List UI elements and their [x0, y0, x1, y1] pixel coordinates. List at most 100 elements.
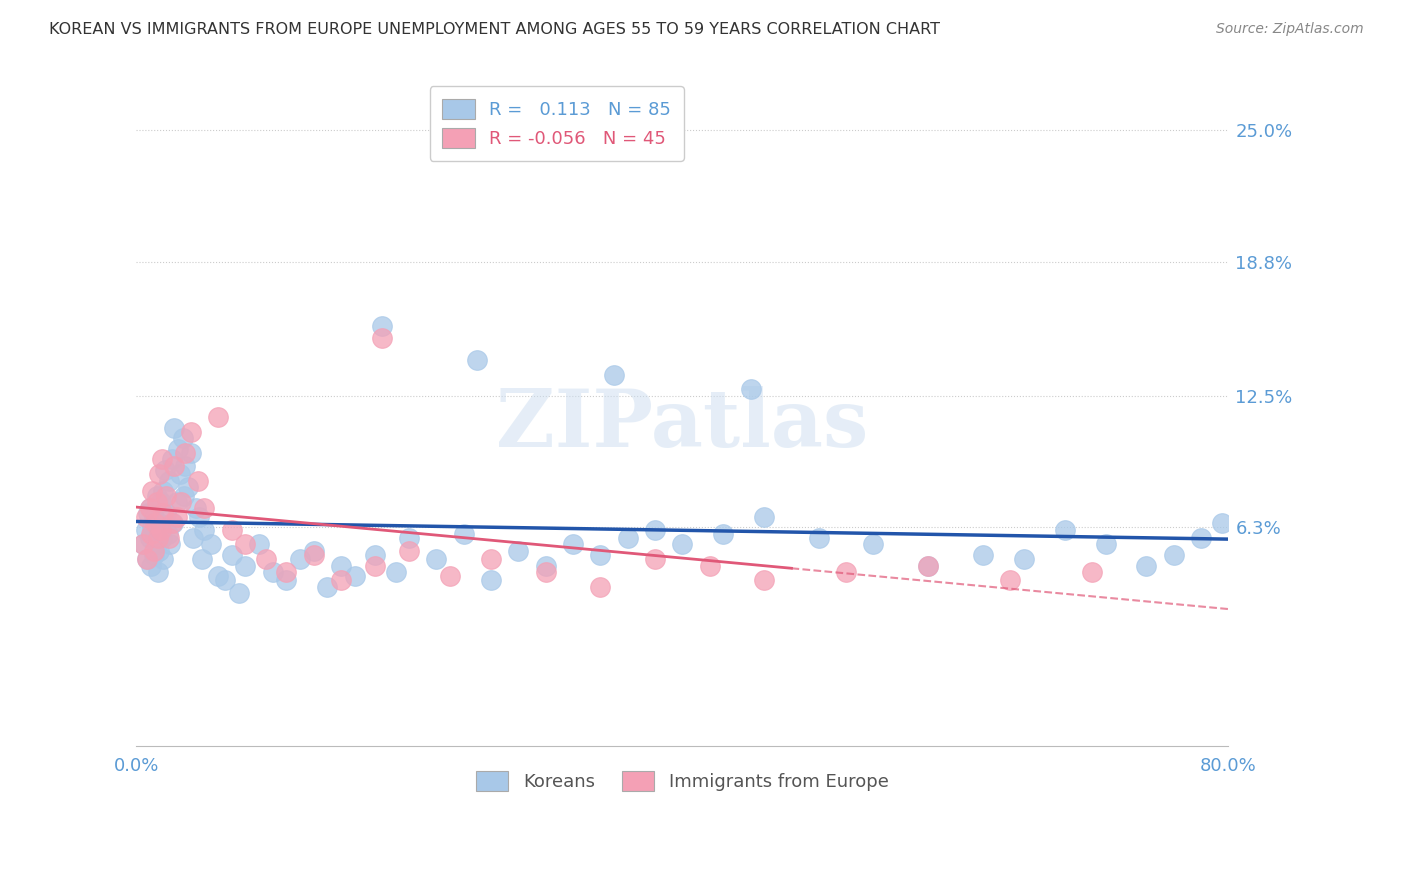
Point — [143, 516, 166, 530]
Point — [589, 580, 612, 594]
Point — [453, 526, 475, 541]
Point — [143, 526, 166, 541]
Point — [371, 318, 394, 333]
Point — [671, 537, 693, 551]
Point — [152, 506, 174, 520]
Point — [534, 558, 557, 573]
Point — [276, 574, 298, 588]
Point — [155, 489, 177, 503]
Point — [233, 537, 256, 551]
Point — [479, 574, 502, 588]
Point — [616, 531, 638, 545]
Point — [364, 548, 387, 562]
Point — [170, 495, 193, 509]
Point — [136, 552, 159, 566]
Point — [699, 558, 721, 573]
Point — [254, 552, 277, 566]
Point — [276, 565, 298, 579]
Point — [142, 548, 165, 562]
Point — [142, 509, 165, 524]
Point — [186, 501, 208, 516]
Point — [228, 586, 250, 600]
Point — [173, 489, 195, 503]
Point — [262, 565, 284, 579]
Point — [139, 531, 162, 545]
Point — [139, 501, 162, 516]
Point — [343, 569, 366, 583]
Point — [754, 574, 776, 588]
Point — [384, 565, 406, 579]
Point — [146, 565, 169, 579]
Point — [139, 558, 162, 573]
Point — [149, 523, 172, 537]
Point — [139, 526, 162, 541]
Point — [174, 446, 197, 460]
Point — [1081, 565, 1104, 579]
Legend: Koreans, Immigrants from Europe: Koreans, Immigrants from Europe — [463, 758, 901, 804]
Text: Source: ZipAtlas.com: Source: ZipAtlas.com — [1216, 22, 1364, 37]
Point — [155, 506, 177, 520]
Point — [233, 558, 256, 573]
Point — [187, 474, 209, 488]
Point — [1189, 531, 1212, 545]
Point — [156, 526, 179, 541]
Point — [740, 383, 762, 397]
Point — [135, 523, 157, 537]
Point — [145, 537, 167, 551]
Point — [439, 569, 461, 583]
Point — [139, 501, 162, 516]
Point — [221, 523, 243, 537]
Point — [160, 516, 183, 530]
Point — [190, 552, 212, 566]
Point — [145, 489, 167, 503]
Point — [146, 531, 169, 545]
Point — [141, 484, 163, 499]
Point — [221, 548, 243, 562]
Point — [302, 543, 325, 558]
Point — [177, 480, 200, 494]
Point — [917, 558, 939, 573]
Point — [132, 537, 155, 551]
Point — [644, 523, 666, 537]
Point — [711, 526, 734, 541]
Point — [329, 574, 352, 588]
Point — [200, 537, 222, 551]
Point — [288, 552, 311, 566]
Point — [145, 495, 167, 509]
Point — [1012, 552, 1035, 566]
Point — [603, 368, 626, 382]
Point — [157, 474, 180, 488]
Point — [214, 574, 236, 588]
Point — [207, 410, 229, 425]
Point — [148, 516, 170, 530]
Point — [364, 558, 387, 573]
Point — [150, 452, 173, 467]
Point — [163, 420, 186, 434]
Point — [193, 523, 215, 537]
Point — [425, 552, 447, 566]
Point — [754, 509, 776, 524]
Point — [135, 509, 157, 524]
Point — [136, 552, 159, 566]
Point — [132, 537, 155, 551]
Point — [398, 531, 420, 545]
Point — [207, 569, 229, 583]
Point — [174, 458, 197, 473]
Point — [917, 558, 939, 573]
Point — [149, 495, 172, 509]
Point — [142, 543, 165, 558]
Point — [371, 331, 394, 345]
Point — [1053, 523, 1076, 537]
Point — [183, 531, 205, 545]
Point — [180, 446, 202, 460]
Point — [187, 509, 209, 524]
Point — [150, 531, 173, 545]
Point — [247, 537, 270, 551]
Text: KOREAN VS IMMIGRANTS FROM EUROPE UNEMPLOYMENT AMONG AGES 55 TO 59 YEARS CORRELAT: KOREAN VS IMMIGRANTS FROM EUROPE UNEMPLO… — [49, 22, 941, 37]
Point — [862, 537, 884, 551]
Point — [162, 516, 184, 530]
Point — [138, 506, 160, 520]
Point — [316, 580, 339, 594]
Point — [835, 565, 858, 579]
Point — [1211, 516, 1233, 530]
